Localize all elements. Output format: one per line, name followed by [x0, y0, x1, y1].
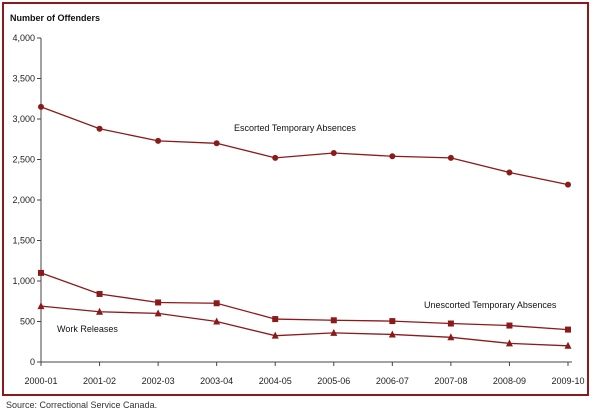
- data-point-square: [506, 322, 513, 329]
- data-point-circle: [213, 140, 220, 147]
- data-point-circle: [447, 154, 454, 161]
- series-label-work: Work Releases: [57, 324, 118, 334]
- series-line-1: [40, 272, 569, 331]
- data-point-triangle: [564, 341, 572, 349]
- series-line-2: [40, 305, 569, 347]
- y-tick-label: 1,500: [12, 236, 35, 246]
- x-tick-label: 2006-07: [376, 376, 409, 386]
- x-tick-label: 2001-02: [83, 376, 116, 386]
- y-tick-label: 1,000: [12, 276, 35, 286]
- series-labels: Escorted Temporary Absences Unescorted T…: [57, 123, 557, 334]
- data-point-square: [213, 300, 220, 307]
- series-lines: [40, 106, 569, 347]
- series-markers: [37, 103, 572, 349]
- y-tick-label: 4,000: [12, 33, 35, 43]
- y-tick-label: 0: [30, 357, 35, 367]
- data-point-square: [272, 316, 279, 323]
- data-point-square: [330, 317, 337, 324]
- data-point-circle: [565, 181, 571, 188]
- data-point-square: [389, 318, 396, 325]
- y-tick-labels: 0 500 1,000 1,500 2,000 2,500 3,000 3,500 4,000: [12, 33, 35, 367]
- data-point-square: [38, 269, 44, 276]
- data-point-circle: [272, 154, 279, 161]
- data-point-square: [96, 290, 103, 297]
- data-point-triangle: [447, 333, 455, 341]
- data-point-circle: [155, 137, 162, 144]
- data-point-circle: [389, 153, 396, 160]
- y-axis-title: Number of Offenders: [10, 13, 100, 23]
- data-point-square: [447, 320, 454, 327]
- data-point-square: [155, 299, 162, 306]
- y-tick-label: 2,000: [12, 195, 35, 205]
- data-point-circle: [96, 125, 103, 132]
- x-tick-label: 2007-08: [434, 376, 467, 386]
- data-point-triangle: [96, 307, 104, 315]
- series-line-0: [40, 106, 569, 186]
- x-tick-label: 2003-04: [200, 376, 233, 386]
- data-point-circle: [506, 169, 513, 176]
- y-tick-label: 3,500: [12, 74, 35, 84]
- y-tick-label: 500: [20, 317, 35, 327]
- data-point-circle: [38, 103, 44, 110]
- data-point-triangle: [330, 328, 338, 336]
- y-tick-label: 2,500: [12, 155, 35, 165]
- y-tick-label: 3,000: [12, 114, 35, 124]
- series-label-escorted: Escorted Temporary Absences: [234, 123, 356, 133]
- axes: [37, 37, 572, 366]
- line-chart: Number of Offenders 0 500 1,000 1,500 2,000 2…: [10, 13, 585, 386]
- source-note: Source: Correctional Service Canada.: [6, 400, 158, 410]
- x-tick-label: 2008-09: [493, 376, 526, 386]
- chart-frame: [2, 2, 589, 396]
- data-point-triangle: [505, 339, 513, 347]
- x-tick-label: 2005-06: [317, 376, 350, 386]
- x-tick-label: 2004-05: [259, 376, 292, 386]
- data-point-triangle: [154, 309, 162, 317]
- data-point-triangle: [271, 331, 279, 339]
- data-point-triangle: [388, 330, 396, 338]
- data-point-triangle: [37, 302, 45, 310]
- x-tick-labels: 2000-01 2001-02 2002-03 2003-04 2004-05 2005-…: [24, 376, 584, 386]
- x-tick-label: 2009-10: [551, 376, 584, 386]
- x-tick-label: 2002-03: [142, 376, 175, 386]
- data-point-circle: [330, 150, 337, 157]
- series-label-unescorted: Unescorted Temporary Absences: [424, 300, 557, 310]
- x-tick-label: 2000-01: [24, 376, 57, 386]
- data-point-square: [565, 326, 571, 333]
- data-point-triangle: [213, 317, 221, 325]
